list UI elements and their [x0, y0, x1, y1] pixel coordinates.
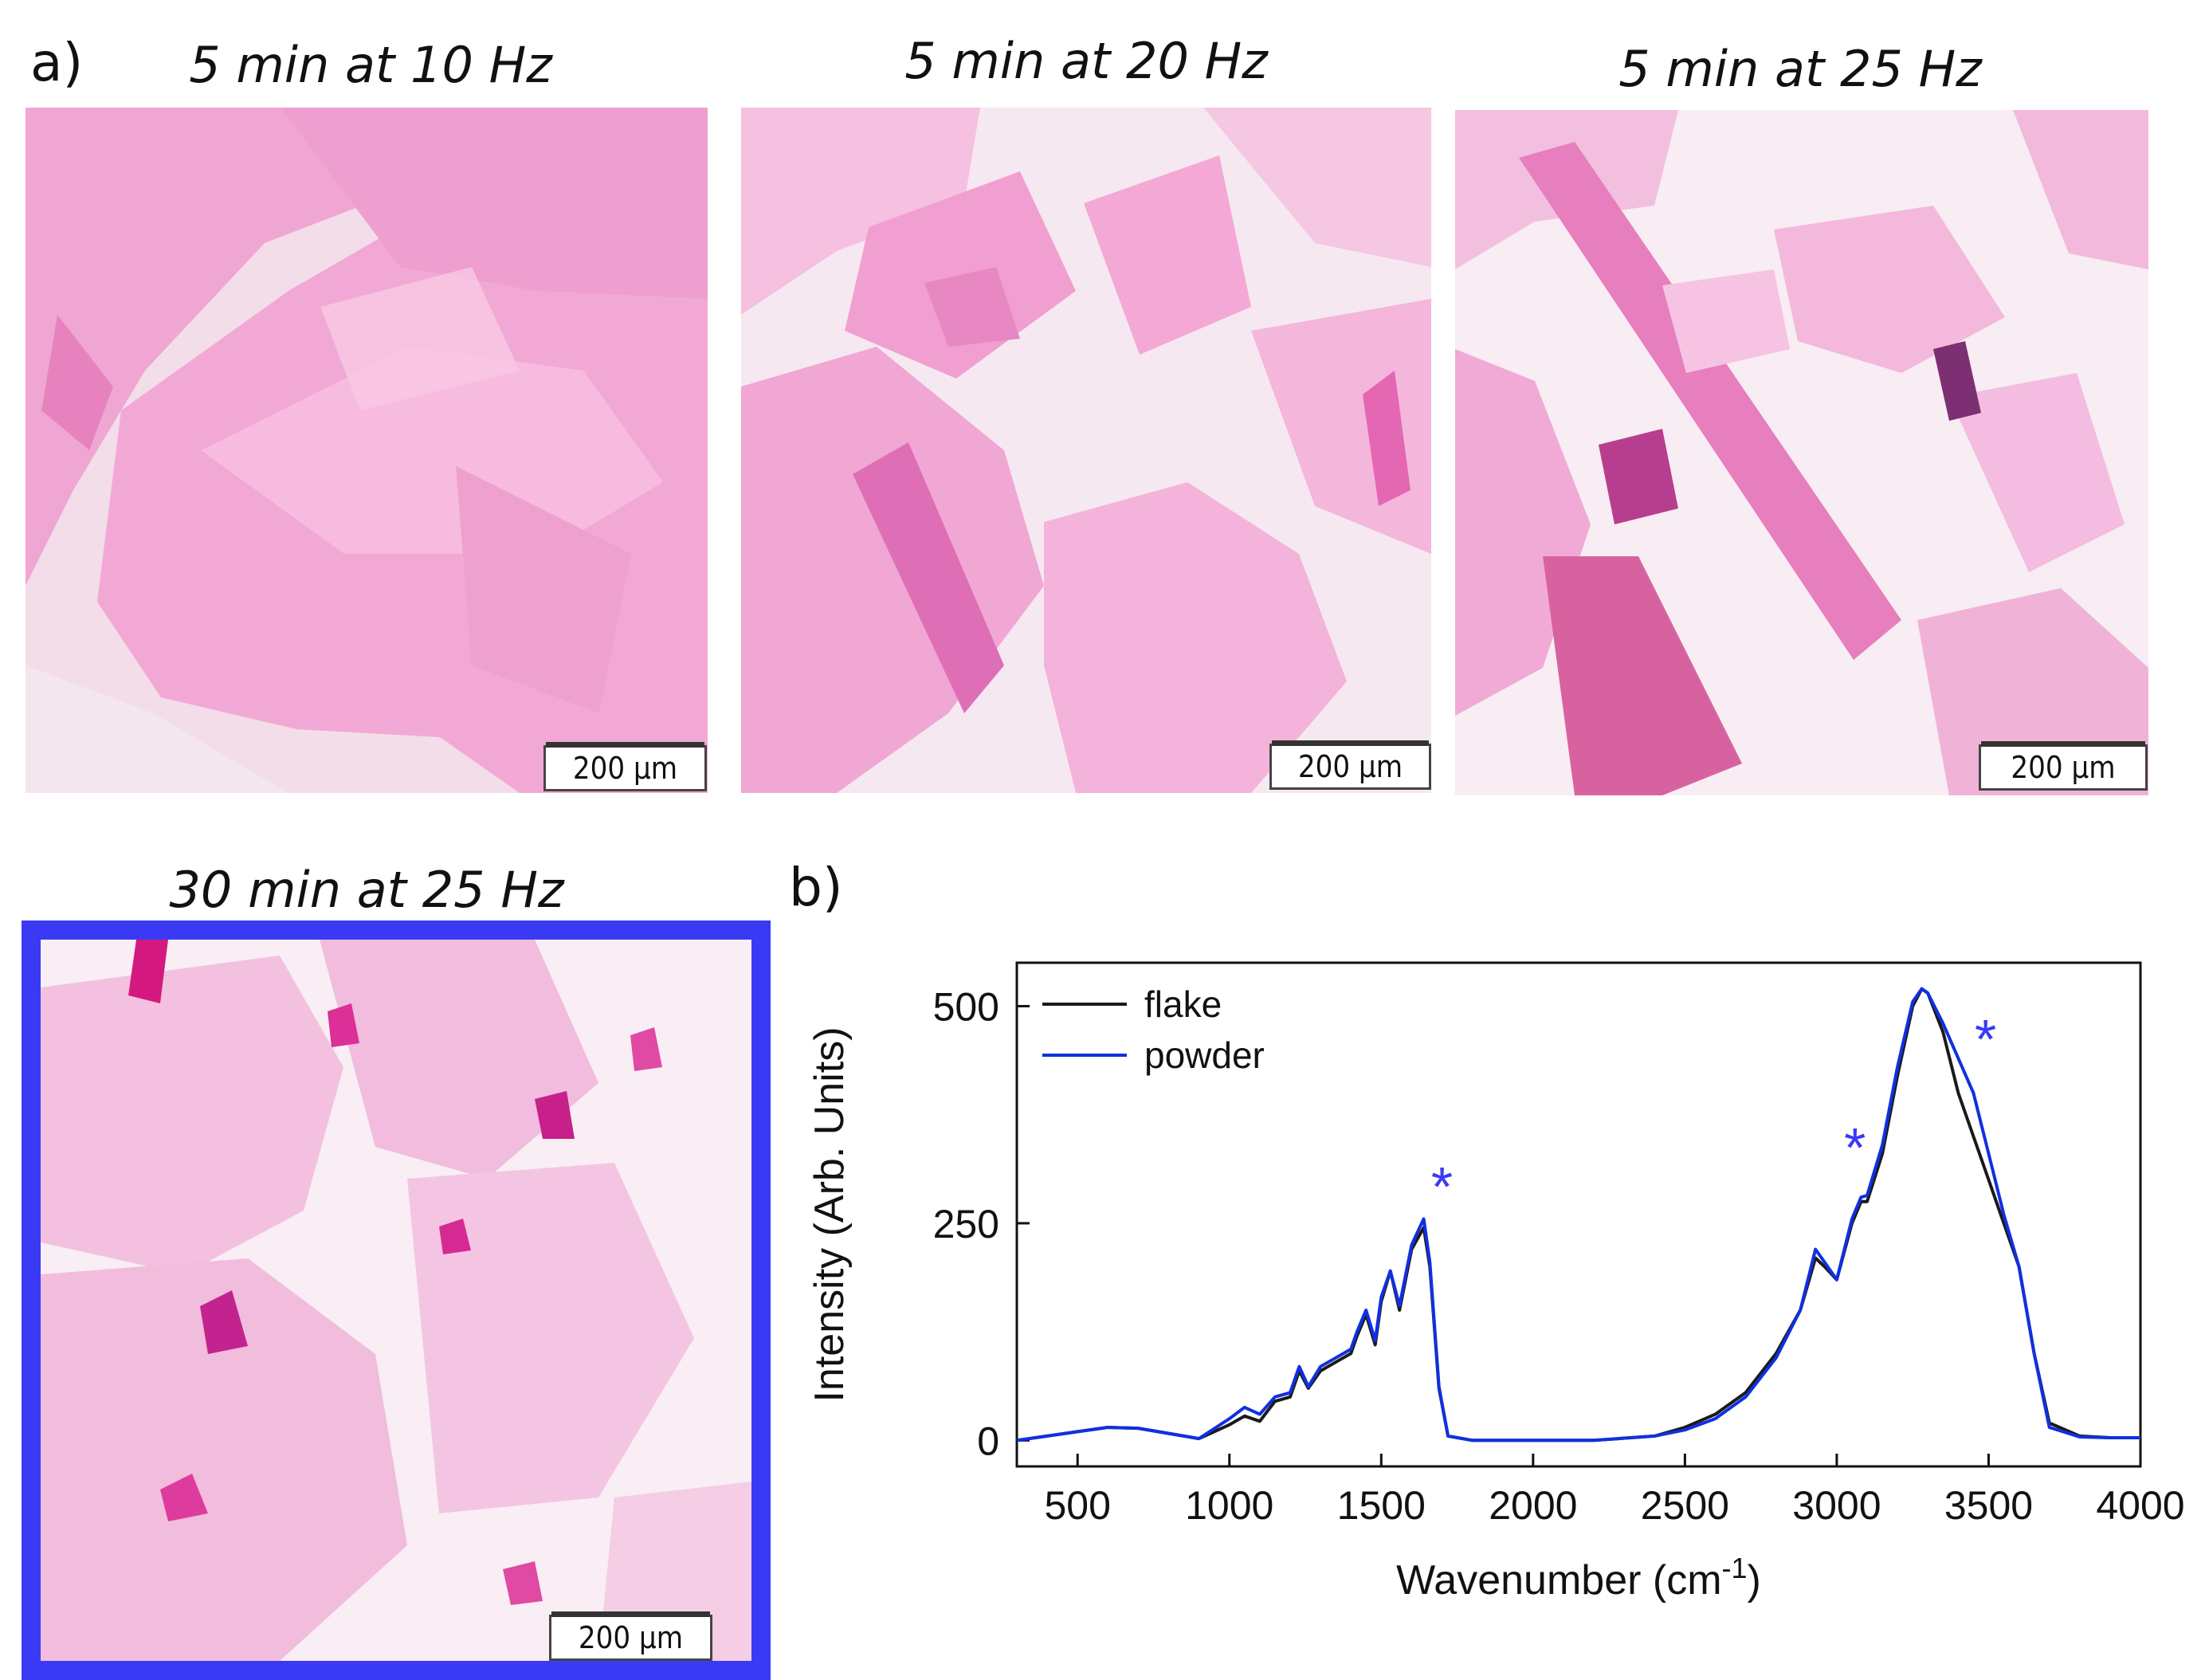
y-tick-label: 250: [933, 1202, 999, 1246]
scale-bar: 200 μm: [1979, 741, 2148, 791]
micrograph-image: 200 μm: [26, 108, 708, 793]
micrograph-image: 200 μm: [1455, 110, 2148, 795]
y-tick-label: 500: [933, 984, 999, 1029]
y-axis-label: Intensity (Arb. Units): [806, 1026, 853, 1402]
peak-asterisk: *: [1431, 1156, 1453, 1218]
legend: flake powder: [1042, 983, 1265, 1076]
x-tick-label: 3000: [1792, 1483, 1881, 1528]
x-tick-label: 4000: [2096, 1483, 2184, 1528]
micrograph-caption: 5 min at 10 Hz: [189, 36, 552, 94]
legend-label: flake: [1144, 983, 1222, 1025]
scale-bar: 200 μm: [543, 742, 707, 791]
highlight-frame: [22, 920, 771, 1680]
x-axis-label: Wavenumber (cm-1): [1396, 1552, 1761, 1604]
x-tick-label: 2000: [1489, 1483, 1577, 1528]
plot-frame: [1015, 961, 2142, 1468]
micrograph-image: 200 μm: [41, 940, 751, 1661]
x-tick-label: 1000: [1185, 1483, 1273, 1528]
micrograph-caption: 30 min at 25 Hz: [169, 861, 564, 919]
panel-b-label: b): [789, 857, 843, 918]
legend-label: powder: [1144, 1034, 1265, 1076]
micrograph-image: 200 μm: [741, 108, 1431, 793]
x-tick-label: 500: [1044, 1483, 1110, 1528]
series-line-powder: [1016, 987, 2140, 1443]
spectrum-chart: 500 1000 1500 2000 2500 3000 3500 4000 0 250 500 *…: [806, 961, 2185, 1604]
micrograph-caption: 5 min at 20 Hz: [904, 32, 1268, 90]
scale-bar: 200 μm: [549, 1611, 712, 1661]
y-tick-label: 0: [977, 1419, 999, 1463]
x-tick-label: 3500: [1944, 1483, 2033, 1528]
scale-bar: 200 μm: [1269, 740, 1431, 790]
x-tick-label: 1500: [1337, 1483, 1426, 1528]
micrograph-caption: 5 min at 25 Hz: [1618, 40, 1982, 98]
peak-asterisk: *: [1975, 1008, 1996, 1070]
peak-asterisk: *: [1844, 1117, 1866, 1179]
x-tick-label: 2500: [1641, 1483, 1729, 1528]
panel-a-label: a): [30, 32, 84, 93]
